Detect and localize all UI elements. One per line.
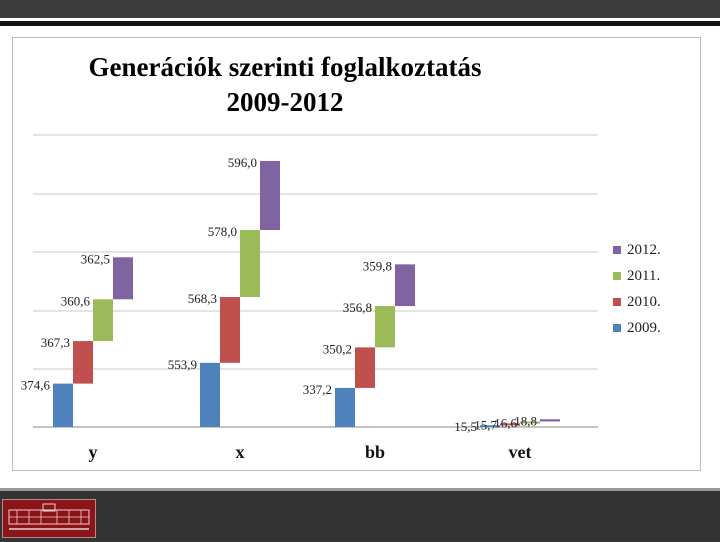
university-logo (2, 499, 96, 538)
slide-area: Generációk szerinti foglalkoztatás 2009-… (0, 28, 720, 488)
legend-label: 2012. (627, 242, 661, 258)
category-label: x (236, 442, 245, 462)
bar-y-2011 (93, 299, 113, 342)
chart-title-line-1: Generációk szerinti foglalkoztatás (89, 52, 482, 82)
legend-swatch (613, 246, 621, 254)
category-label: y (89, 442, 98, 462)
data-label: 367,3 (41, 335, 70, 350)
bar-x-2010 (220, 297, 240, 363)
bar-vet-2011 (520, 421, 540, 424)
data-label: 360,6 (61, 293, 91, 308)
employment-chart: Generációk szerinti foglalkoztatás 2009-… (21, 52, 661, 462)
bar-x-2012 (260, 161, 280, 231)
data-label: 18,8 (514, 413, 537, 428)
data-label: 568,3 (188, 291, 217, 306)
bar-bb-2011 (375, 306, 395, 348)
bar-vet-2012 (540, 419, 560, 422)
top-divider-dark (0, 21, 720, 26)
data-label: 578,0 (208, 224, 237, 239)
legend-swatch (613, 298, 621, 306)
bar-vet-2010 (500, 423, 520, 426)
bar-bb-2009 (335, 387, 355, 427)
bar-bb-2010 (355, 347, 375, 388)
legend-label: 2010. (627, 294, 661, 310)
data-label: 15,5 (454, 419, 477, 434)
bar-vet-2009 (480, 425, 500, 428)
data-label: 596,0 (228, 155, 257, 170)
data-label: 16,6 (494, 415, 517, 430)
legend-label: 2009. (627, 320, 661, 336)
bar-bb-2012 (395, 264, 415, 307)
gridlines (33, 134, 598, 428)
category-axis: y x bb vet (89, 442, 532, 462)
bar-y-2010 (73, 341, 93, 384)
bar-y-2012 (113, 257, 133, 300)
bar-x-2009 (200, 362, 220, 427)
legend-swatch (613, 272, 621, 280)
top-divider-light (0, 26, 720, 28)
legend: 2012. 2011. 2010. 2009. (613, 242, 661, 336)
data-label: 15,7 (474, 417, 497, 432)
data-label: 359,8 (363, 258, 392, 273)
chart-title-line-2: 2009-2012 (227, 87, 344, 117)
bottom-divider (0, 488, 720, 491)
bars (53, 161, 560, 428)
category-label: bb (365, 442, 385, 462)
data-label: 337,2 (303, 382, 332, 397)
bar-y-2009 (53, 383, 73, 427)
legend-swatch (613, 324, 621, 332)
data-label: 553,9 (168, 357, 197, 372)
top-divider (0, 18, 720, 21)
data-label: 362,5 (81, 251, 110, 266)
data-label: 350,2 (323, 341, 352, 356)
data-label: 356,8 (343, 300, 372, 315)
bar-x-2011 (240, 230, 260, 298)
top-bar (0, 0, 720, 18)
footer-bar (0, 491, 720, 541)
category-label: vet (509, 442, 532, 462)
data-labels: 374,6 367,3 360,6 362,5 553,9 568,3 578,0 596,0… (21, 155, 537, 434)
legend-label: 2011. (627, 268, 660, 284)
data-label: 374,6 (21, 378, 51, 393)
chart-frame: Generációk szerinti foglalkoztatás 2009-… (12, 37, 701, 471)
